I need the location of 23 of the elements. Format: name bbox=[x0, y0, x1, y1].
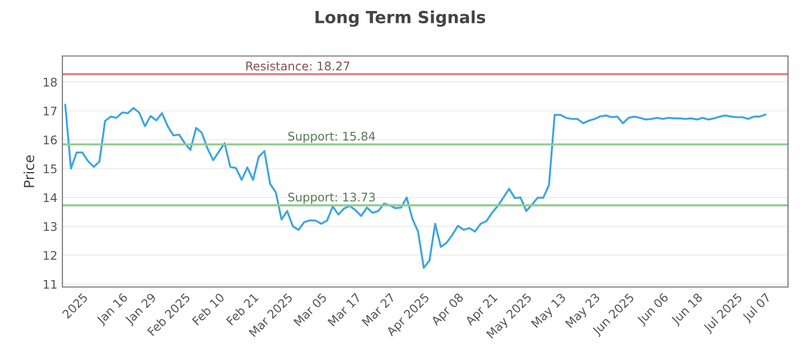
x-tick-label: Mar 05 bbox=[293, 292, 328, 327]
y-tick-label: 12 bbox=[44, 250, 56, 260]
ref-line-label: Support: 13.73 bbox=[288, 192, 375, 204]
y-tick-label: 14 bbox=[44, 193, 57, 202]
x-tick-label: Feb 21 bbox=[226, 292, 259, 326]
x-tick-label: Mar 17 bbox=[328, 292, 362, 327]
y-tick-label: 13 bbox=[44, 222, 57, 232]
y-tick-label: 17 bbox=[44, 106, 57, 116]
y-tick-label: 18 bbox=[44, 78, 57, 87]
chart-title: Long Term Signals bbox=[316, 10, 486, 27]
y-tick-label: 11 bbox=[44, 280, 56, 289]
x-tick-label: Jul 07 bbox=[741, 292, 773, 324]
ref-line-label: Resistance: 18.27 bbox=[246, 61, 350, 70]
y-tick-label: 16 bbox=[44, 135, 57, 144]
x-tick-label: Feb 10 bbox=[192, 292, 225, 326]
ref-line-label: Support: 15.84 bbox=[288, 132, 376, 143]
x-tick-label: Jun 18 bbox=[670, 292, 704, 327]
x-tick-label: Mar 27 bbox=[362, 292, 396, 327]
y-axis-title: Price bbox=[24, 155, 34, 188]
y-tick-label: 15 bbox=[44, 164, 57, 174]
line-series bbox=[64, 104, 766, 269]
x-tick-label: Apr 08 bbox=[430, 292, 466, 328]
x-tick-label: Jun 06 bbox=[636, 292, 670, 327]
